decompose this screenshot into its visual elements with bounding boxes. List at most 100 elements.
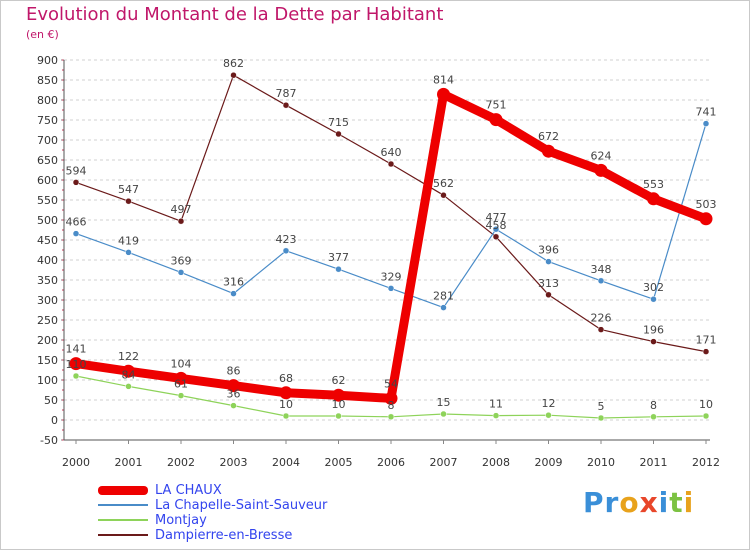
y-minor-mark — [62, 319, 64, 321]
y-tick-label: 100 — [37, 374, 58, 387]
y-minor-mark — [62, 349, 64, 351]
data-label: 5 — [598, 400, 605, 413]
data-point — [332, 388, 345, 402]
y-minor-mark — [62, 359, 64, 361]
y-minor-mark — [62, 59, 64, 61]
data-point — [335, 130, 342, 138]
data-label: 377 — [328, 251, 349, 264]
data-label: 302 — [643, 281, 664, 294]
data-point — [282, 101, 290, 109]
y-minor-mark — [62, 399, 64, 401]
data-label: 10 — [699, 398, 713, 411]
y-tick-label: 700 — [37, 134, 58, 147]
data-label: 640 — [381, 146, 402, 159]
data-point — [230, 290, 237, 297]
data-label: 814 — [433, 73, 454, 86]
data-label: 329 — [381, 270, 402, 283]
data-point — [594, 163, 608, 177]
x-tick-label: 2000 — [62, 456, 90, 469]
data-label: 423 — [276, 233, 297, 246]
data-point — [650, 295, 657, 303]
proxiti-logo: Proxiti — [583, 486, 694, 519]
data-label: 8 — [650, 399, 657, 412]
y-minor-mark — [62, 339, 64, 341]
data-point — [702, 412, 710, 420]
y-minor-mark — [62, 389, 64, 391]
data-label: 11 — [489, 398, 503, 411]
y-minor-mark — [62, 99, 64, 101]
data-label: 15 — [437, 396, 451, 409]
y-minor-mark — [62, 229, 64, 231]
y-minor-mark — [62, 209, 64, 211]
y-minor-mark — [62, 279, 64, 281]
data-label: 503 — [696, 198, 717, 211]
y-tick-label: 0 — [51, 414, 58, 427]
y-minor-mark — [62, 169, 64, 171]
data-label: 594 — [66, 164, 87, 177]
data-point — [492, 225, 500, 233]
data-point — [282, 412, 290, 420]
x-tick-label: 2005 — [325, 456, 353, 469]
y-minor-mark — [62, 159, 64, 161]
data-label: 624 — [591, 149, 612, 162]
data-point — [384, 391, 398, 405]
y-tick-label: 300 — [37, 294, 58, 307]
data-point — [279, 386, 293, 400]
y-minor-mark — [62, 329, 64, 331]
x-tick-label: 2001 — [115, 456, 143, 469]
data-point — [650, 338, 657, 345]
y-minor-mark — [62, 429, 64, 431]
unit-label: (en €) — [26, 28, 59, 41]
data-point — [335, 412, 342, 420]
data-point — [177, 392, 185, 399]
data-point — [542, 144, 555, 158]
data-point — [387, 413, 395, 421]
y-minor-mark — [62, 89, 64, 91]
y-tick-label: 150 — [37, 354, 58, 367]
x-tick-label: 2006 — [377, 456, 405, 469]
y-tick-label: 200 — [37, 334, 58, 347]
data-point — [125, 197, 132, 205]
y-tick-label: 250 — [37, 314, 58, 327]
y-minor-mark — [62, 269, 64, 271]
x-tick-label: 2007 — [430, 456, 458, 469]
data-label: 62 — [332, 374, 346, 387]
y-tick-label: 600 — [37, 174, 58, 187]
data-point — [699, 212, 713, 226]
data-point — [177, 217, 185, 225]
data-point — [335, 265, 342, 273]
data-label: 419 — [118, 234, 139, 247]
x-tick-label: 2012 — [692, 456, 720, 469]
series-montjay — [72, 372, 710, 422]
data-label: 348 — [591, 263, 612, 276]
data-label: 751 — [486, 99, 507, 112]
data-label: 741 — [696, 106, 717, 119]
logo-letter: P — [583, 486, 605, 519]
data-point — [492, 412, 500, 419]
data-label: 8 — [388, 399, 395, 412]
legend-swatch — [98, 534, 148, 536]
series-dampierre-en-bresse — [72, 71, 710, 355]
y-tick-label: 650 — [37, 154, 58, 167]
x-tick-label: 2002 — [167, 456, 195, 469]
data-point — [230, 402, 237, 409]
y-minor-mark — [62, 299, 64, 301]
data-label: 226 — [591, 312, 612, 325]
data-label: 562 — [433, 177, 454, 190]
y-minor-mark — [62, 189, 64, 191]
legend-label: Montjay — [155, 513, 207, 528]
data-point — [174, 371, 188, 385]
y-minor-mark — [62, 439, 64, 441]
y-minor-mark — [62, 419, 64, 421]
data-label: 787 — [276, 87, 297, 100]
data-label: 715 — [328, 116, 349, 129]
y-tick-label: 550 — [37, 194, 58, 207]
data-point — [647, 192, 660, 206]
data-label: 553 — [643, 178, 664, 191]
data-point — [387, 160, 395, 168]
y-tick-label: -50 — [40, 434, 58, 447]
data-label: 458 — [486, 219, 507, 232]
y-tick-label: 900 — [37, 54, 58, 67]
data-point — [440, 410, 447, 418]
y-minor-mark — [62, 129, 64, 131]
